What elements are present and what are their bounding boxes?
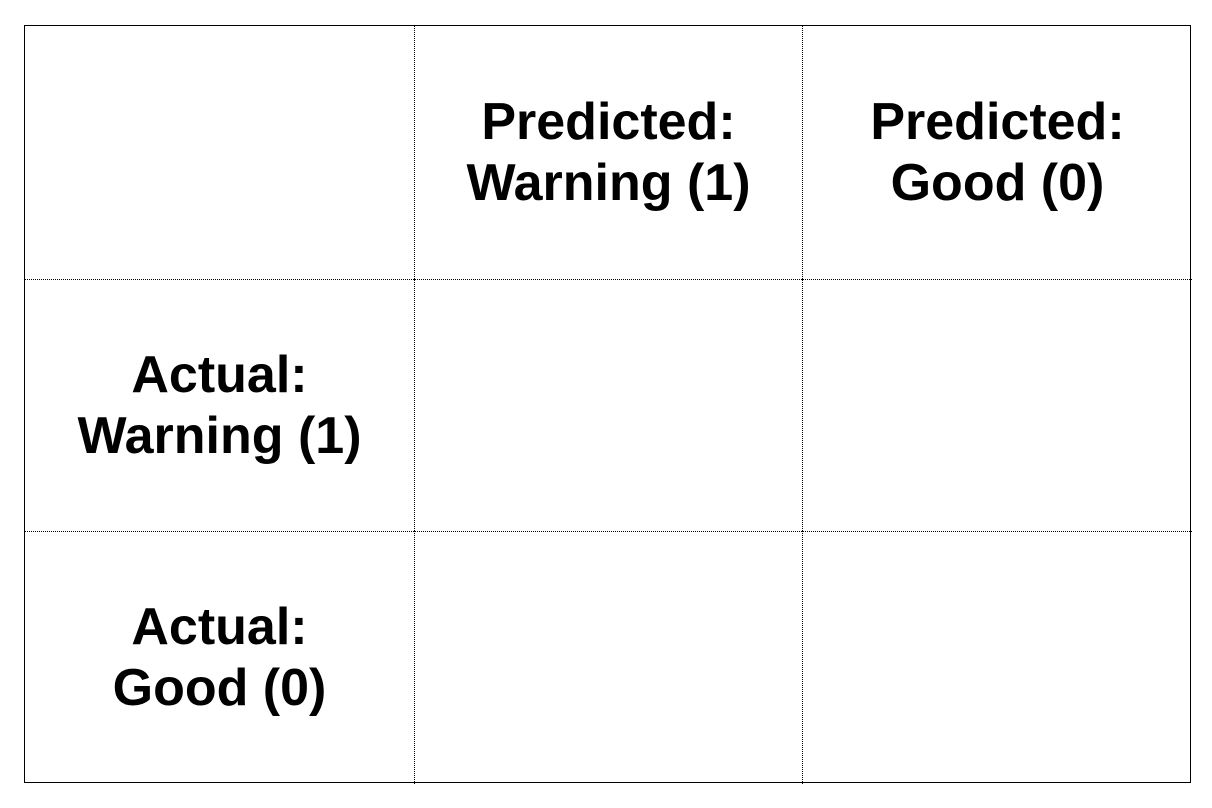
row-header-actual-good: Actual: Good (0) bbox=[25, 531, 414, 784]
confusion-matrix: Predicted: Warning (1) Predicted: Good (… bbox=[24, 25, 1192, 784]
header-line-2: Good (0) bbox=[112, 659, 327, 717]
header-text: Predicted: Warning (1) bbox=[466, 92, 750, 214]
column-header-predicted-warning: Predicted: Warning (1) bbox=[414, 26, 802, 279]
header-text: Actual: Warning (1) bbox=[77, 345, 361, 467]
matrix-cell-good-warning bbox=[414, 531, 802, 784]
corner-cell bbox=[25, 26, 414, 279]
matrix-cell-good-good bbox=[802, 531, 1192, 784]
matrix-cell-warning-warning bbox=[414, 279, 802, 531]
header-line-1: Predicted: bbox=[870, 92, 1125, 151]
header-line-2: Warning (1) bbox=[466, 153, 751, 212]
header-line-1: Predicted: bbox=[481, 92, 736, 151]
column-header-predicted-good: Predicted: Good (0) bbox=[802, 26, 1192, 279]
header-line-1: Actual: bbox=[131, 345, 308, 404]
matrix-cell-warning-good bbox=[802, 279, 1192, 531]
header-line-2: Warning (1) bbox=[77, 406, 362, 465]
row-header-actual-warning: Actual: Warning (1) bbox=[25, 279, 414, 531]
header-line-2: Good (0) bbox=[890, 153, 1105, 212]
header-text: Actual: Good (0) bbox=[113, 597, 327, 719]
header-line-1: Actual: bbox=[131, 598, 308, 656]
header-text: Predicted: Good (0) bbox=[870, 92, 1124, 214]
